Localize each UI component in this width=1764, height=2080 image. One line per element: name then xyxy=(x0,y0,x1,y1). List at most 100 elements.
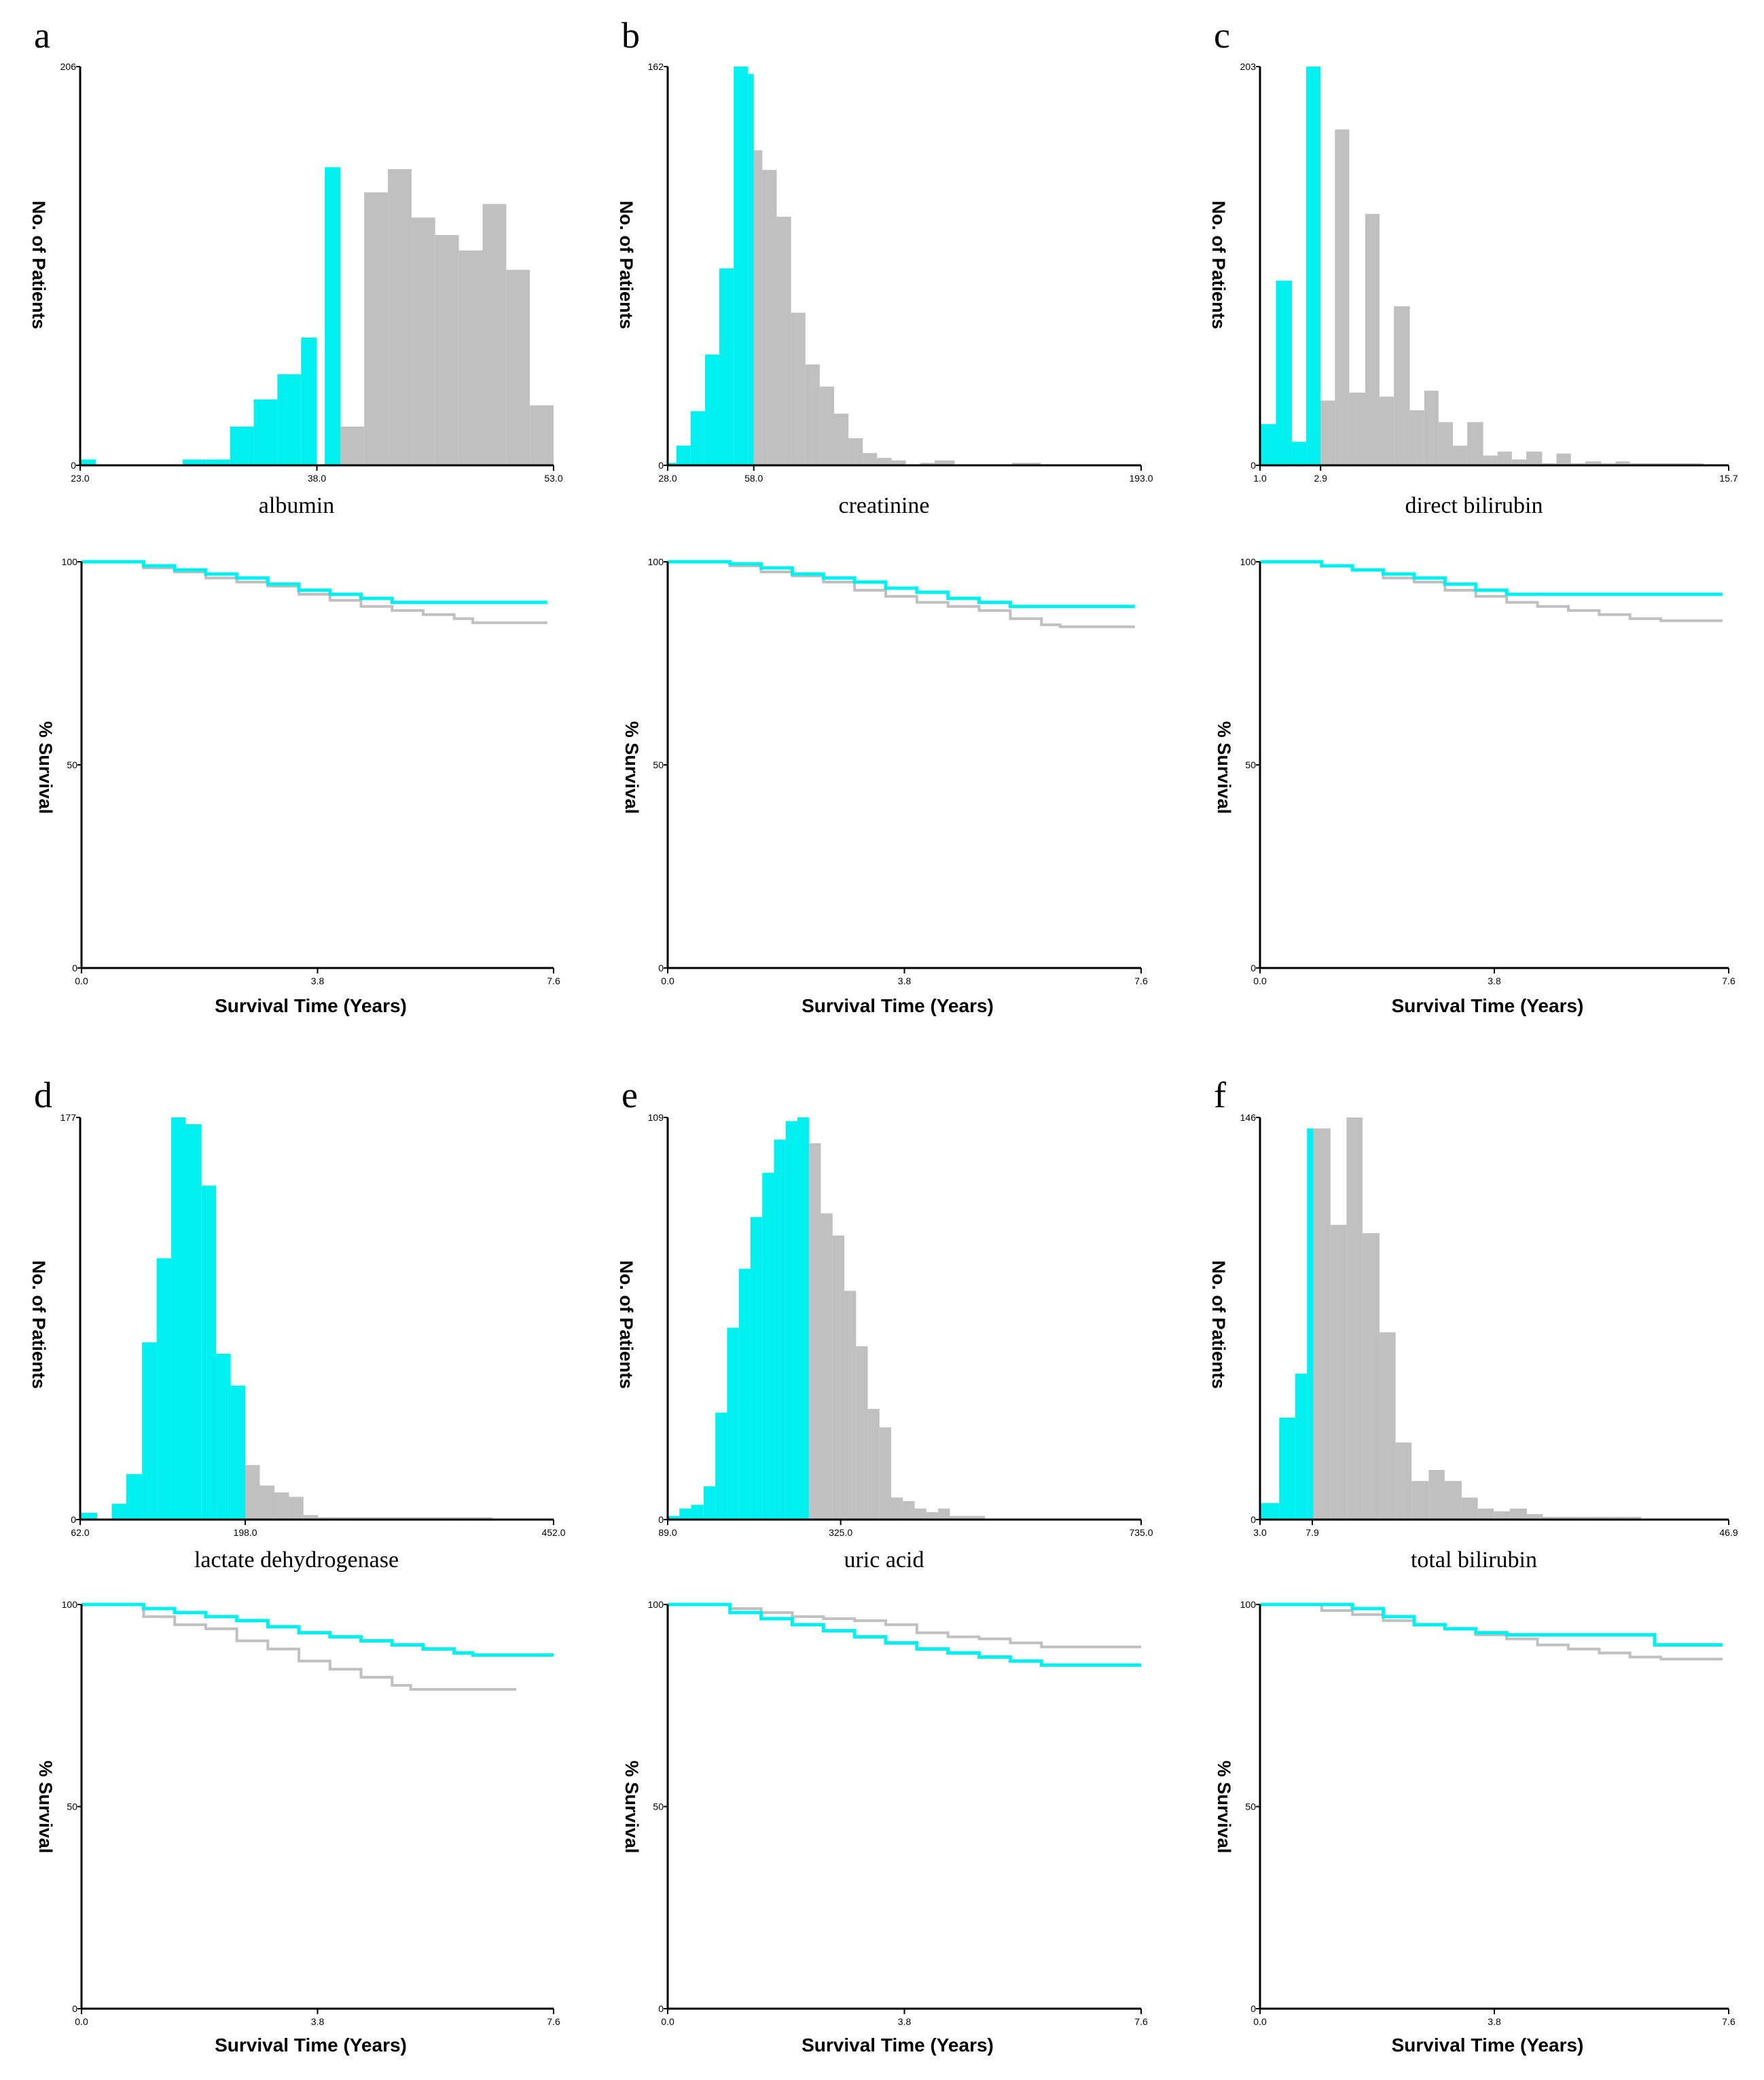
survival-y-tick-label: 50 xyxy=(1245,759,1256,770)
histogram-bar xyxy=(463,1517,479,1520)
histogram-bar xyxy=(1526,1513,1543,1520)
histogram-bar xyxy=(748,73,754,466)
histogram-y-label: No. of Patients xyxy=(616,1260,636,1388)
histogram-a: 206 0 23.0 38.0 53.0 No. of Patients albumin xyxy=(29,61,563,518)
histogram-y-tick-label: 177 xyxy=(60,1112,77,1123)
histogram-x-tick-label: 58.0 xyxy=(744,473,763,484)
histogram-bar xyxy=(1380,396,1394,465)
histogram-y-label: No. of Patients xyxy=(1208,1260,1229,1388)
histogram-bar xyxy=(1313,1128,1331,1520)
survival-x-tick-label: 7.6 xyxy=(1134,2016,1148,2027)
histogram-bar xyxy=(391,1517,406,1520)
histogram-bar xyxy=(1615,461,1630,465)
panel-c: c 203 0 1.0 2.9 15.7 No. of Patients direct bil… xyxy=(1208,15,1738,1016)
histogram-x-tick-label: 452.0 xyxy=(541,1527,565,1538)
histogram-bar xyxy=(340,427,365,465)
histogram-bar xyxy=(879,1427,892,1520)
histogram-b: 162 0 28.0 58.0 193.0 No. of Patients creatini… xyxy=(616,61,1153,518)
histogram-d: 177 0 62.0 198.0 452.0 No. of Patients lactate… xyxy=(29,1112,566,1573)
histogram-bar xyxy=(201,1185,217,1520)
histogram-bar xyxy=(1477,1508,1494,1520)
histogram-bar xyxy=(405,1517,420,1520)
histogram-x-tick-label: 193.0 xyxy=(1129,473,1153,484)
histogram-bar xyxy=(1330,1225,1347,1520)
histogram-x-tick-label: 23.0 xyxy=(71,473,89,484)
histogram-x-tick-label: 53.0 xyxy=(544,473,562,484)
histogram-bar xyxy=(171,1117,186,1520)
histogram-bar xyxy=(388,169,412,465)
survival-x-tick-label: 0.0 xyxy=(1253,975,1267,986)
survival-x-label: Survival Time (Years) xyxy=(802,2034,994,2056)
survival-curve-low xyxy=(668,1602,1141,1667)
histogram-bar xyxy=(877,458,892,465)
histogram-y-tick-label: 146 xyxy=(1240,1112,1257,1123)
survival-x-tick-label: 3.8 xyxy=(311,2016,325,2027)
histogram-c: 203 0 1.0 2.9 15.7 No. of Patients direct bili… xyxy=(1208,61,1738,518)
panel-e: e 109 0 89.0 325.0 735.0 No. of Patients uric a… xyxy=(616,1075,1153,2056)
histogram-bar xyxy=(950,1516,962,1520)
histogram-bar xyxy=(274,1492,289,1520)
histogram-bar xyxy=(1428,1470,1445,1520)
survival-y-tick-label: 50 xyxy=(653,1801,664,1812)
survival-x-tick-label: 7.6 xyxy=(1134,975,1148,986)
histogram-y-tick-label: 162 xyxy=(648,61,664,72)
histogram-bar xyxy=(1349,393,1365,465)
histogram-bar xyxy=(961,1516,973,1520)
histogram-y-tick-label: 0 xyxy=(658,460,664,471)
histogram-bar xyxy=(1526,451,1543,465)
survival-x-tick-label: 3.8 xyxy=(1488,2016,1501,2027)
variable-name: lactate dehydrogenase xyxy=(194,1547,399,1573)
histogram-bar xyxy=(903,1501,915,1520)
histogram-bar xyxy=(259,1485,274,1520)
panel-letter-e: e xyxy=(622,1075,638,1115)
histogram-bar xyxy=(914,1508,926,1520)
histogram-bar xyxy=(1260,424,1276,465)
histogram-y-tick-label: 109 xyxy=(648,1112,664,1123)
histogram-bar xyxy=(762,170,777,465)
histogram-bar xyxy=(420,1517,435,1520)
histogram-bar xyxy=(303,1515,319,1520)
survival-x-label: Survival Time (Years) xyxy=(802,995,994,1016)
histogram-x-tick-label: 198.0 xyxy=(234,1527,257,1538)
histogram-y-tick-label: 206 xyxy=(60,61,77,72)
histogram-bar xyxy=(1543,1516,1560,1520)
histogram-e: 109 0 89.0 325.0 735.0 No. of Patients uric ac… xyxy=(616,1112,1153,1573)
histogram-y-tick-label: 0 xyxy=(71,460,76,471)
histogram-y-label: No. of Patients xyxy=(29,1260,49,1388)
histogram-bar xyxy=(361,1517,377,1520)
histogram-bar xyxy=(156,1258,172,1520)
histogram-bar xyxy=(1559,1516,1577,1520)
panel-d: d 177 0 62.0 198.0 452.0 No. of Patients lactat… xyxy=(29,1075,566,2056)
histogram-bar xyxy=(364,192,389,465)
survival-x-tick-label: 7.6 xyxy=(547,2016,560,2027)
histogram-y-label: No. of Patients xyxy=(1208,200,1229,329)
survival-y-tick-label: 0 xyxy=(72,2003,77,2014)
histogram-bar xyxy=(691,1505,704,1520)
survival-y-tick-label: 50 xyxy=(67,1801,77,1812)
panel-letter-f: f xyxy=(1214,1075,1226,1115)
histogram-bar xyxy=(1625,1516,1642,1520)
histogram-bar xyxy=(704,354,720,465)
histogram-bar xyxy=(1291,442,1307,465)
histogram-x-tick-label: 325.0 xyxy=(829,1527,852,1538)
histogram-bar xyxy=(1509,1508,1527,1520)
survival-curve-low xyxy=(82,1602,554,1657)
histogram-bar xyxy=(809,1143,821,1520)
histogram-bar xyxy=(676,446,691,465)
histogram-bar xyxy=(762,1172,774,1520)
histogram-bar xyxy=(750,1217,763,1520)
histogram-bar xyxy=(1306,67,1321,465)
survival-b: 100 50 0 0.0 3.8 7.6 % Survival Survival Time (… xyxy=(622,556,1148,1016)
histogram-bar xyxy=(1307,1128,1314,1520)
survival-y-tick-label: 0 xyxy=(1250,963,1256,973)
histogram-bar xyxy=(848,438,863,465)
histogram-bar xyxy=(1444,1481,1462,1520)
survival-x-tick-label: 7.6 xyxy=(547,975,560,986)
histogram-bar xyxy=(819,387,835,465)
histogram-x-tick-label: 62.0 xyxy=(71,1527,89,1538)
panel-letter-c: c xyxy=(1214,15,1230,56)
histogram-bar xyxy=(1467,422,1483,465)
histogram-bar xyxy=(530,405,554,465)
panel-f: f 146 0 3.0 7.9 46.9 No. of Patients total bili… xyxy=(1208,1075,1738,2056)
histogram-bar xyxy=(738,1268,751,1520)
